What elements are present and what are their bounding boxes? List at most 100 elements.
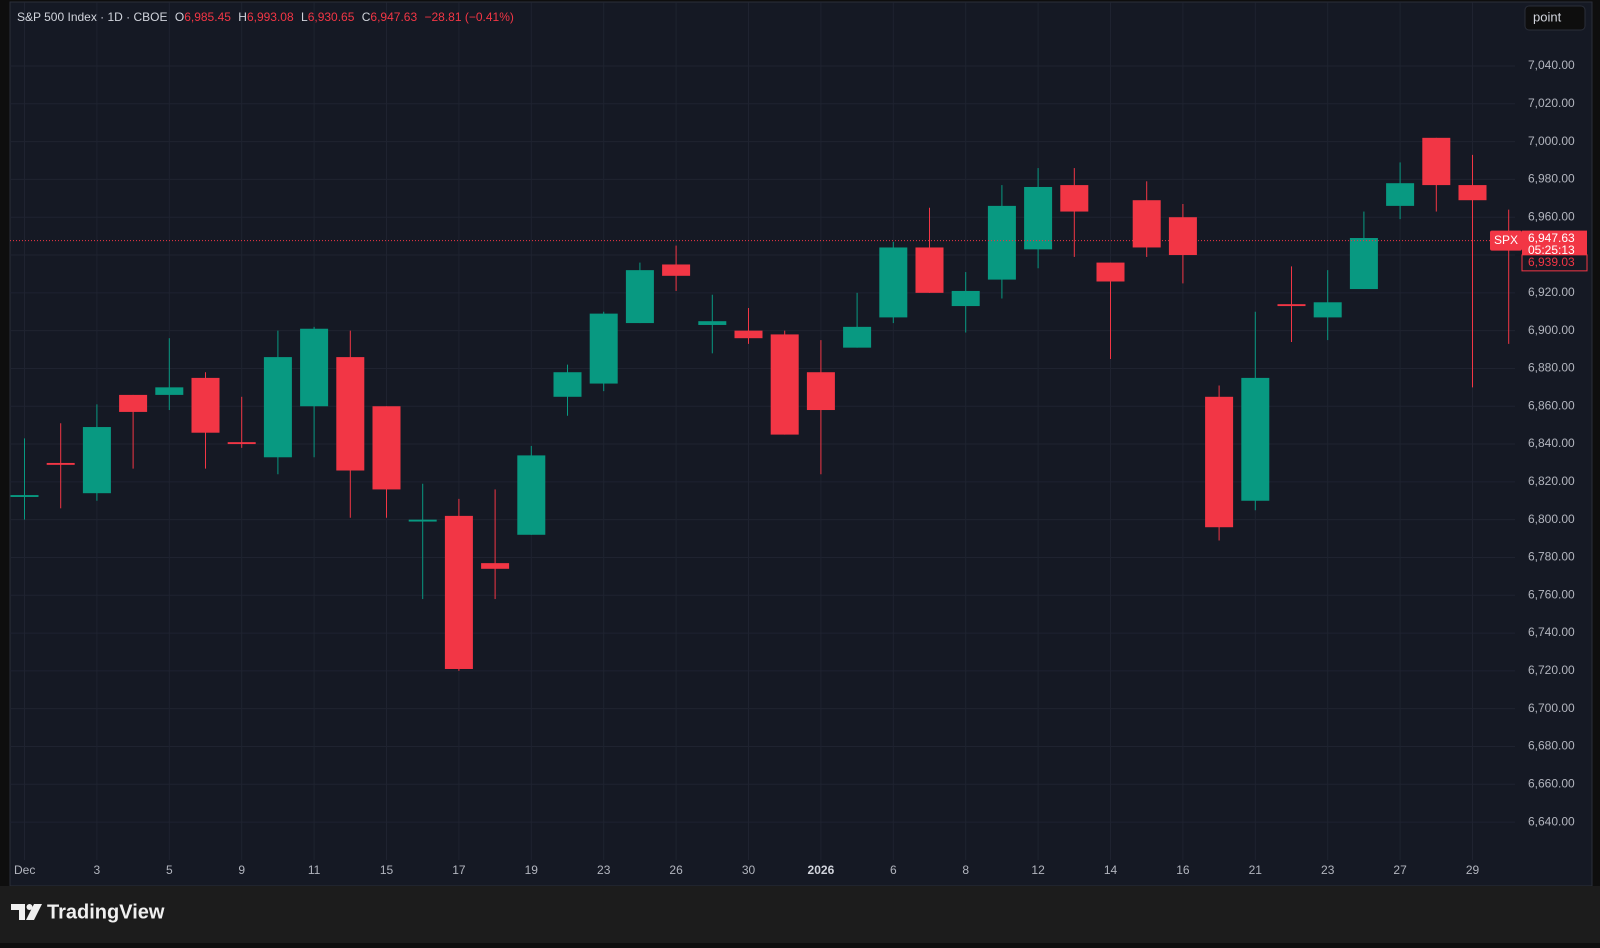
ohlc-label: H xyxy=(238,10,247,24)
candle-body xyxy=(589,313,618,384)
grid xyxy=(10,2,1515,860)
symbol-tag: SPX xyxy=(1494,233,1518,247)
candle-body xyxy=(372,406,401,490)
logo-icon[interactable] xyxy=(11,904,42,920)
candle-body xyxy=(1458,185,1487,201)
ohlc-label: O xyxy=(175,10,184,24)
x-tick-label: Dec xyxy=(14,863,35,877)
candle-body xyxy=(951,290,980,307)
candle-body xyxy=(1060,185,1089,212)
button-box[interactable] xyxy=(1524,5,1586,31)
ohlc-value: 6,947.63 xyxy=(370,10,417,24)
candle-body xyxy=(879,247,908,318)
candle-body xyxy=(843,326,872,348)
candle-body xyxy=(553,372,582,397)
y-tick-label: 6,880.00 xyxy=(1528,361,1575,375)
y-tick-label: 6,860.00 xyxy=(1528,398,1575,412)
brand-logo[interactable]: TradingView xyxy=(11,901,165,923)
ohlc-label: C xyxy=(362,10,371,24)
symbol-tag-box xyxy=(1490,230,1522,251)
candle-body xyxy=(191,377,220,433)
brand-name[interactable]: TradingView xyxy=(47,901,165,923)
logo-dot[interactable] xyxy=(26,904,33,910)
candle-body xyxy=(1241,377,1270,501)
candle-body xyxy=(227,442,256,445)
y-tick-label: 6,960.00 xyxy=(1528,209,1575,223)
x-tick-label: 9 xyxy=(238,863,245,877)
x-tick-label: 17 xyxy=(452,863,466,877)
y-tick-label: 6,900.00 xyxy=(1528,323,1575,337)
button-label[interactable]: point xyxy=(1533,9,1562,24)
x-tick-label: 2026 xyxy=(808,863,835,877)
candle-body xyxy=(1132,200,1161,248)
candle-body xyxy=(1313,302,1342,318)
y-tick-label: 6,920.00 xyxy=(1528,285,1575,299)
y-tick-label: 6,640.00 xyxy=(1528,814,1575,828)
candle-body xyxy=(662,264,691,276)
candle-body xyxy=(481,563,510,569)
x-tick-label: 16 xyxy=(1176,863,1190,877)
plot xyxy=(10,137,1523,671)
change: −28.81 (−0.41%) xyxy=(424,10,513,24)
candle-body xyxy=(10,495,39,497)
x-tick-label: 23 xyxy=(1321,863,1335,877)
candle-body xyxy=(806,372,835,411)
candle-body xyxy=(263,357,292,458)
y-tick-label: 7,020.00 xyxy=(1528,96,1575,110)
candle-body xyxy=(1277,304,1306,307)
x-tick-label: 5 xyxy=(166,863,173,877)
x-tick-label: 11 xyxy=(308,863,321,877)
x-tick-label: 3 xyxy=(94,863,101,877)
price-label-box xyxy=(1522,230,1587,257)
candle-body xyxy=(155,387,184,395)
candle-body xyxy=(46,462,75,465)
x-tick-label: 21 xyxy=(1249,863,1263,877)
candle-body xyxy=(1096,262,1125,282)
price-label: 6,947.63 xyxy=(1528,231,1575,245)
y-tick-label: 6,680.00 xyxy=(1528,739,1575,753)
ohlc-value: 6,985.45 xyxy=(184,10,231,24)
candle-body xyxy=(517,455,546,535)
y-tick-label: 6,660.00 xyxy=(1528,776,1575,790)
candle-body xyxy=(1205,396,1234,528)
candle-body xyxy=(119,394,148,412)
y-tick-label: 7,000.00 xyxy=(1528,134,1575,148)
symbol: S&P 500 Index · 1D · CBOE xyxy=(17,10,168,24)
candle-body xyxy=(915,247,944,293)
candle-body xyxy=(770,334,799,435)
y-tick-label: 6,760.00 xyxy=(1528,587,1575,601)
x-tick-label: 23 xyxy=(597,863,611,877)
ohlc-value: 6,930.65 xyxy=(308,10,355,24)
candle-body xyxy=(987,205,1016,280)
candle-body xyxy=(1349,238,1378,290)
candle-body xyxy=(408,519,437,522)
countdown: 05:25:13 xyxy=(1528,243,1575,257)
prev-close-box xyxy=(1521,254,1588,272)
candle-body xyxy=(625,270,654,324)
y-tick-label: 6,980.00 xyxy=(1528,172,1575,186)
candle-body xyxy=(1168,217,1197,256)
x-tick-label: 15 xyxy=(380,863,394,877)
x-tick-label: 26 xyxy=(669,863,683,877)
legend-header: S&P 500 Index · 1D · CBOE O6,985.45 H6,9… xyxy=(17,10,514,24)
candle-body xyxy=(82,427,111,494)
candle-body xyxy=(698,321,727,325)
y-tick-label: 6,740.00 xyxy=(1528,625,1575,639)
x-tick-label: 27 xyxy=(1393,863,1407,877)
candle-body xyxy=(1024,186,1053,250)
candle-body xyxy=(300,328,329,407)
y-tick-label: 6,800.00 xyxy=(1528,512,1575,526)
x-tick-label: 14 xyxy=(1104,863,1118,877)
x-tick-label: 8 xyxy=(962,863,969,877)
candle-body xyxy=(1386,183,1415,206)
x-tick-label: 12 xyxy=(1031,863,1045,877)
prev-close-label: 6,939.03 xyxy=(1528,255,1575,269)
y-tick-label: 6,720.00 xyxy=(1528,663,1575,677)
ohlc-value: 6,993.08 xyxy=(247,10,294,24)
footer xyxy=(0,886,1600,943)
y-tick-label: 6,840.00 xyxy=(1528,436,1575,450)
interval-button[interactable]: point xyxy=(1524,5,1586,31)
x-tick-label: 30 xyxy=(742,863,756,877)
